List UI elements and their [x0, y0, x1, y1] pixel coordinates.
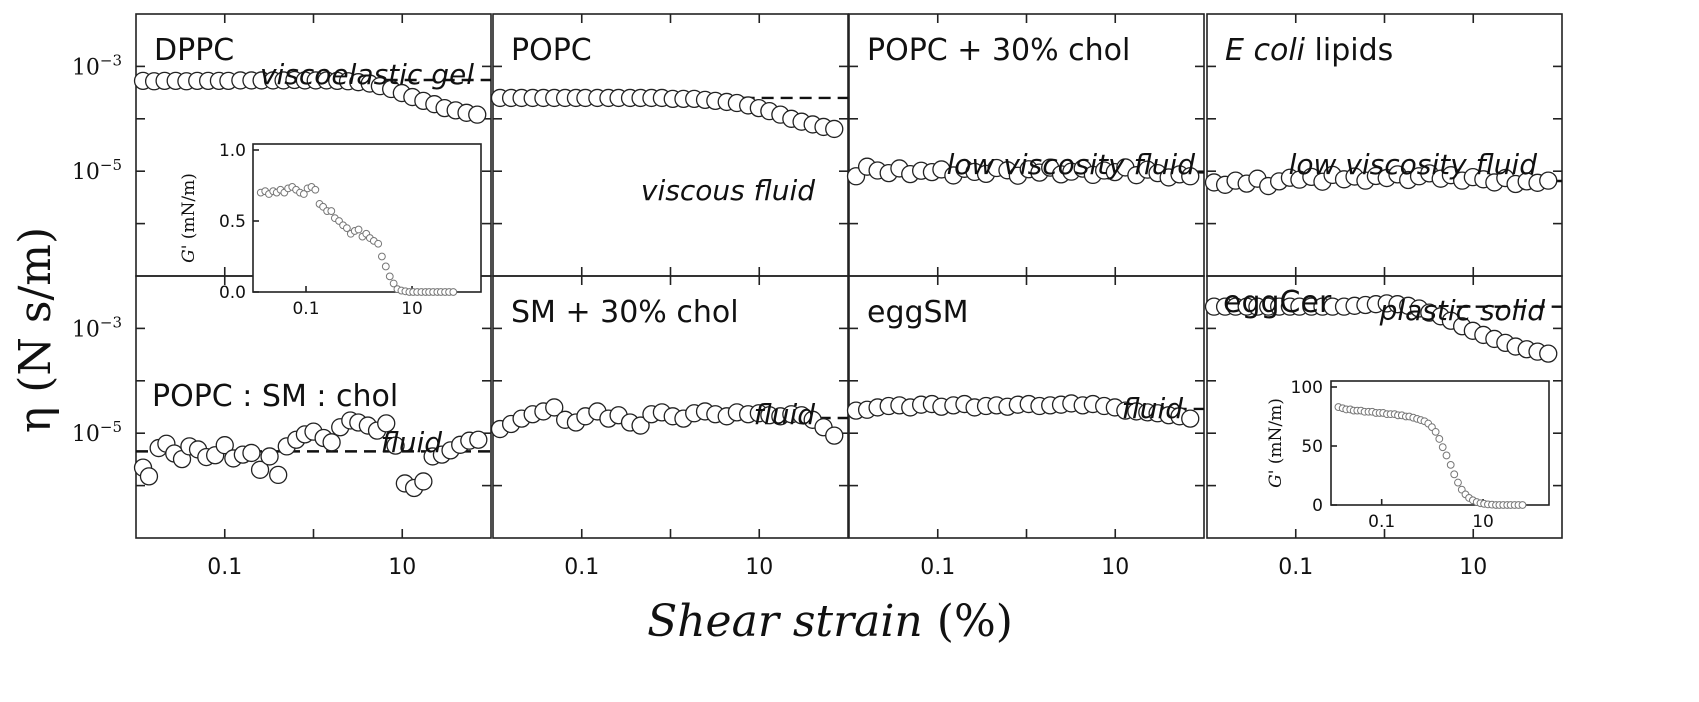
panel-0: 10−3 10−5 DPPC viscoelastic gel — [72, 13, 492, 277]
x-tick-label: 0.1 — [564, 555, 599, 580]
data-point — [468, 105, 487, 124]
inset-y-tick-label: 100 — [1291, 378, 1323, 398]
regime-annotation: low viscosity fluid — [947, 148, 1196, 181]
panel-5: 0.1 10 SM + 30% chol fluid — [490, 275, 849, 580]
inset-point — [1435, 435, 1444, 443]
x-tick-label: 0.1 — [1278, 555, 1313, 580]
data-point — [260, 447, 279, 466]
data-point — [377, 414, 396, 433]
x-tick-label: 10 — [1101, 555, 1129, 580]
inset-point — [1431, 427, 1440, 436]
data-point — [1539, 171, 1558, 190]
inset-background — [253, 144, 481, 292]
y-axis-title: η (N s/m) — [10, 227, 61, 433]
inset-point — [1442, 451, 1451, 460]
x-axis-title: Shear strain (%) — [647, 596, 1013, 647]
x-tick-label: 10 — [745, 555, 773, 580]
regime-annotation: viscoelastic gel — [260, 58, 474, 91]
panel-6: 0.1 10 eggSM fluid — [846, 275, 1205, 580]
inset-point — [354, 225, 363, 234]
inset-x-tick-label: 10 — [1472, 512, 1494, 532]
inset-point — [385, 272, 394, 281]
x-tick-label: 0.1 — [920, 555, 955, 580]
inset-point — [449, 288, 458, 296]
inset-background — [1331, 381, 1549, 505]
panel-label: POPC — [511, 33, 592, 68]
inset-point — [1446, 460, 1455, 469]
inset-point — [299, 190, 308, 198]
inset-x-tick-label: 10 — [401, 299, 423, 319]
data-point — [322, 433, 341, 452]
x-tick-label: 10 — [1459, 555, 1487, 580]
data-point — [250, 460, 270, 479]
panel-grid: 10−3 10−5 DPPC viscoelastic gel POPC viscous … — [72, 13, 1563, 580]
inset-x-tick-label: 0.1 — [1368, 512, 1395, 532]
data-point — [1539, 344, 1558, 363]
inset-y-tick-label: 50 — [1301, 437, 1323, 457]
inset-point — [389, 279, 398, 288]
data-point — [1181, 409, 1200, 428]
panel-label: POPC + 30% chol — [867, 33, 1130, 68]
regime-annotation: low viscosity fluid — [1289, 148, 1538, 181]
x-axis-title-unit: (%) — [937, 596, 1013, 647]
regime-annotation: fluid — [381, 426, 443, 459]
panel-7: 0.1 10 eggCer plastic solid — [1204, 275, 1563, 580]
data-point — [414, 472, 433, 491]
inset-y-tick-label: 1.0 — [219, 141, 246, 161]
data-point — [825, 119, 844, 139]
inset-y-tick-label: 0.5 — [219, 212, 246, 232]
panel-1: POPC viscous fluid — [490, 13, 849, 277]
inset-point — [1450, 470, 1459, 479]
panel-3: E coli lipids low viscosity fluid — [1204, 13, 1563, 277]
data-point — [215, 436, 234, 455]
inset-point — [311, 185, 320, 194]
data-point — [269, 465, 288, 485]
panel-label: E coli lipids — [1225, 33, 1393, 68]
data-point — [545, 398, 564, 417]
inset-y-tick-label: 0.0 — [219, 283, 246, 303]
inset-x-tick-label: 0.1 — [292, 299, 319, 319]
inset-point — [327, 207, 336, 215]
inset-point — [374, 239, 383, 248]
inset-point — [1518, 501, 1527, 509]
regime-annotation: fluid — [754, 398, 816, 431]
inset-frame — [1330, 380, 1550, 506]
data-point — [825, 426, 844, 445]
y-tick-label: 10−5 — [72, 156, 122, 185]
inset-point — [1454, 478, 1462, 487]
y-tick-label: 10−5 — [72, 418, 122, 447]
x-tick-label: 0.1 — [207, 555, 242, 580]
panel-label: SM + 30% chol — [511, 295, 739, 330]
inset-0: 0.0 0.5 1.0 0.1 10 G' (mN/m) — [179, 141, 482, 319]
inset-point — [381, 262, 390, 271]
panel-label: DPPC — [154, 33, 234, 68]
inset-1: 0 50 100 0.1 10 G' (mN/m) — [1266, 378, 1550, 532]
panel-label: eggSM — [867, 295, 968, 330]
data-point — [242, 443, 261, 463]
data-point — [139, 467, 159, 486]
y-tick-label: 10−3 — [72, 313, 122, 342]
inset-point — [342, 224, 351, 233]
panel-label: eggCer — [1223, 285, 1332, 320]
inset-y-tick-label: 0 — [1312, 496, 1323, 516]
x-axis-title-text: Shear strain — [647, 596, 923, 647]
inset-y-label: G' (mN/m) — [179, 173, 199, 263]
inset-point — [1438, 443, 1447, 452]
regime-annotation: viscous fluid — [641, 174, 815, 207]
panel-label: POPC : SM : chol — [152, 379, 398, 414]
y-tick-label: 10−3 — [72, 51, 122, 80]
panel-4: 10−3 10−5 0.1 10 POPC : SM : chol fluid — [72, 275, 492, 580]
regime-annotation: plastic solid — [1379, 294, 1546, 327]
regime-annotation: fluid — [1122, 392, 1184, 425]
inset-y-label: G' (mN/m) — [1266, 398, 1286, 488]
data-point — [386, 436, 405, 455]
inset-frame — [252, 143, 482, 293]
inset-point — [377, 252, 386, 261]
x-tick-label: 10 — [388, 555, 416, 580]
panel-2: POPC + 30% chol low viscosity fluid — [846, 13, 1205, 277]
data-point — [631, 416, 650, 435]
data-point — [469, 430, 488, 449]
data-point — [1181, 167, 1200, 186]
